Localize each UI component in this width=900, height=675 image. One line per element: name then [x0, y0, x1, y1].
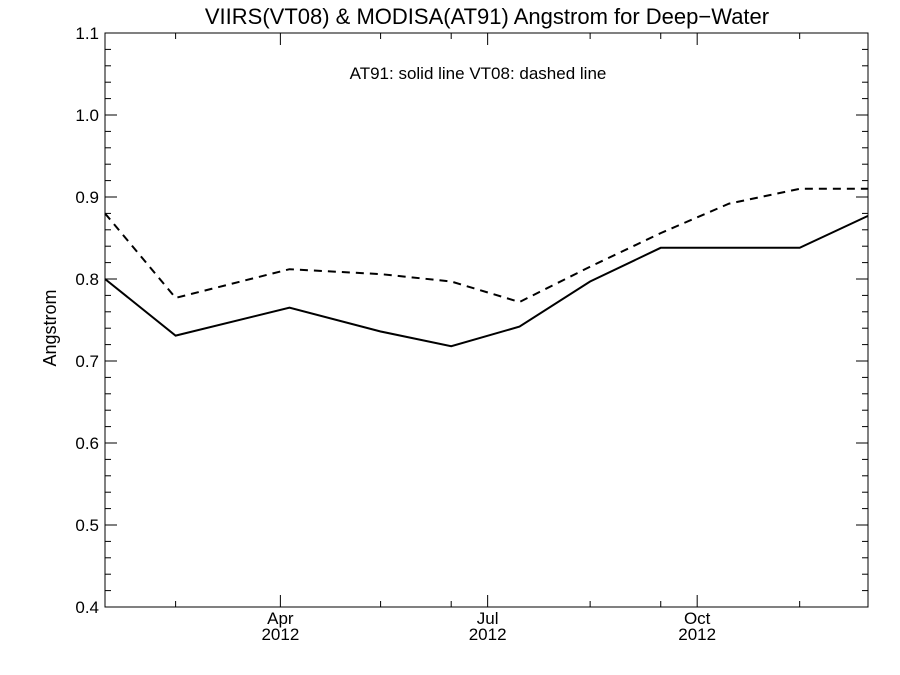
plot-frame — [104, 32, 869, 608]
x-tick-year-label: 2012 — [261, 625, 299, 644]
series-layer — [104, 187, 869, 348]
x-tick-month-label: Apr — [267, 609, 294, 628]
x-tick-year-label: 2012 — [469, 625, 507, 644]
chart-title: VIIRS(VT08) & MODISA(AT91) Angstrom for … — [205, 4, 769, 29]
x-tick-month-label: Jul — [477, 609, 499, 628]
legend-annotation: AT91: solid line VT08: dashed line — [350, 64, 607, 83]
y-tick-label: 0.9 — [75, 188, 99, 207]
x-tick-year-label: 2012 — [678, 625, 716, 644]
y-tick-label: 1.1 — [75, 24, 99, 43]
y-tick-label: 0.8 — [75, 270, 99, 289]
series-line-vt08 — [104, 187, 868, 304]
axis-ticks: 0.40.50.60.70.80.91.01.1Apr2012Jul2012Oc… — [75, 24, 868, 644]
x-tick-month-label: Oct — [684, 609, 711, 628]
y-axis-title: Angstrom — [40, 289, 60, 366]
series-line-at91 — [104, 214, 869, 348]
y-tick-label: 1.0 — [75, 106, 99, 125]
y-tick-label: 0.6 — [75, 434, 99, 453]
y-tick-label: 0.4 — [75, 598, 99, 617]
y-tick-label: 0.5 — [75, 516, 99, 535]
y-tick-label: 0.7 — [75, 352, 99, 371]
